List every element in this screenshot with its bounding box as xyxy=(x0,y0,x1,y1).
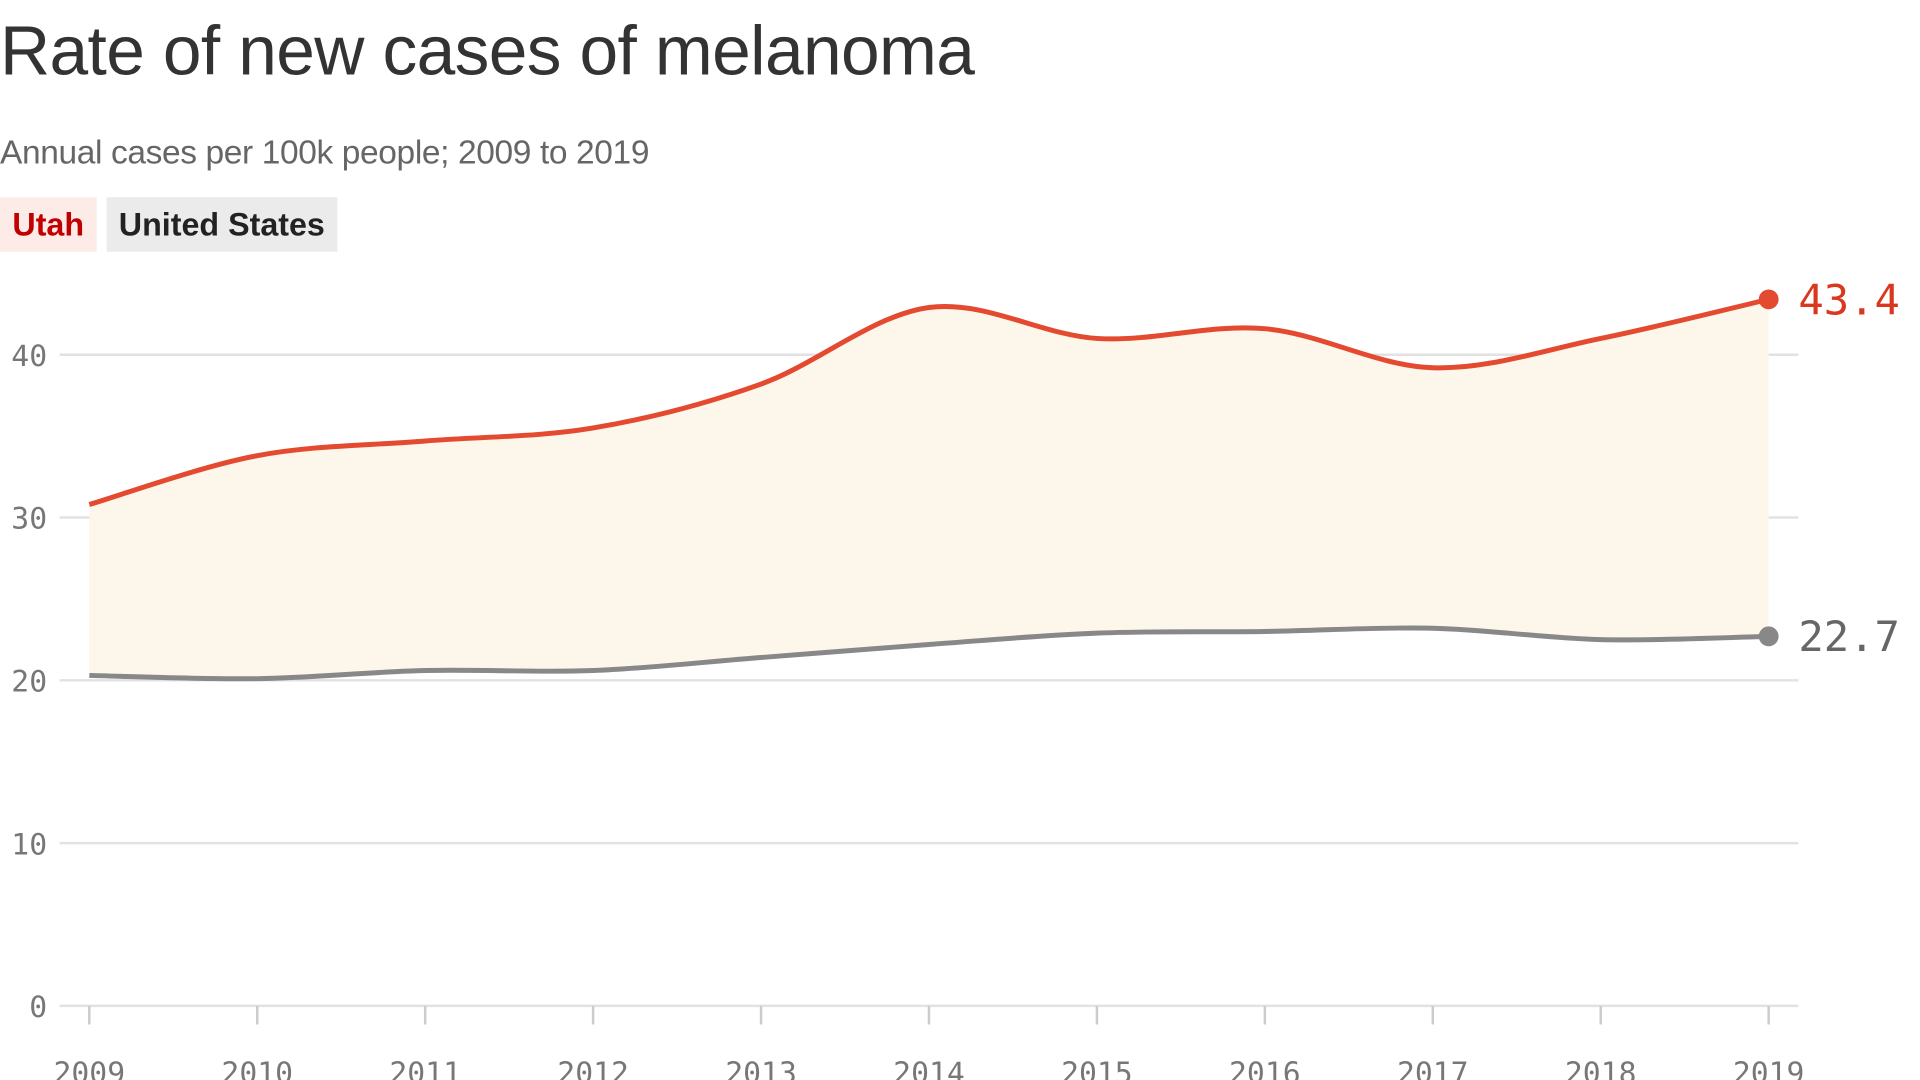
x-tick-label: 2013 xyxy=(725,1056,797,1080)
series-line-0 xyxy=(88,296,1770,507)
data-point xyxy=(1758,626,1779,647)
area-between xyxy=(89,299,1769,679)
x-tick-label: 2009 xyxy=(53,1056,125,1080)
x-tick-label: 2019 xyxy=(1733,1056,1805,1080)
x-tick-label: 2012 xyxy=(557,1056,629,1080)
legend: Utah United States xyxy=(0,197,338,252)
end-label: 43.4 xyxy=(1798,275,1900,324)
x-tick-label: 2018 xyxy=(1565,1056,1637,1080)
y-tick-label: 40 xyxy=(11,339,47,374)
y-tick-label: 10 xyxy=(11,827,47,862)
data-point xyxy=(1758,289,1779,310)
y-tick-label: 20 xyxy=(11,664,47,699)
chart-title: Rate of new cases of melanoma xyxy=(0,11,975,90)
x-tick-label: 2015 xyxy=(1061,1056,1133,1080)
chart-subtitle: Annual cases per 100k people; 2009 to 20… xyxy=(0,133,650,172)
end-label: 22.7 xyxy=(1798,612,1900,661)
legend-utah: Utah xyxy=(0,197,97,252)
x-tick-label: 2014 xyxy=(893,1056,965,1080)
legend-united-states: United States xyxy=(106,197,338,252)
y-tick-label: 30 xyxy=(11,502,47,537)
y-tick-label: 0 xyxy=(29,990,47,1025)
x-tick-label: 2010 xyxy=(221,1056,293,1080)
x-tick-label: 2017 xyxy=(1397,1056,1469,1080)
x-tick-label: 2016 xyxy=(1229,1056,1301,1080)
series-line-1 xyxy=(89,625,1769,682)
x-tick-label: 2011 xyxy=(389,1056,461,1080)
